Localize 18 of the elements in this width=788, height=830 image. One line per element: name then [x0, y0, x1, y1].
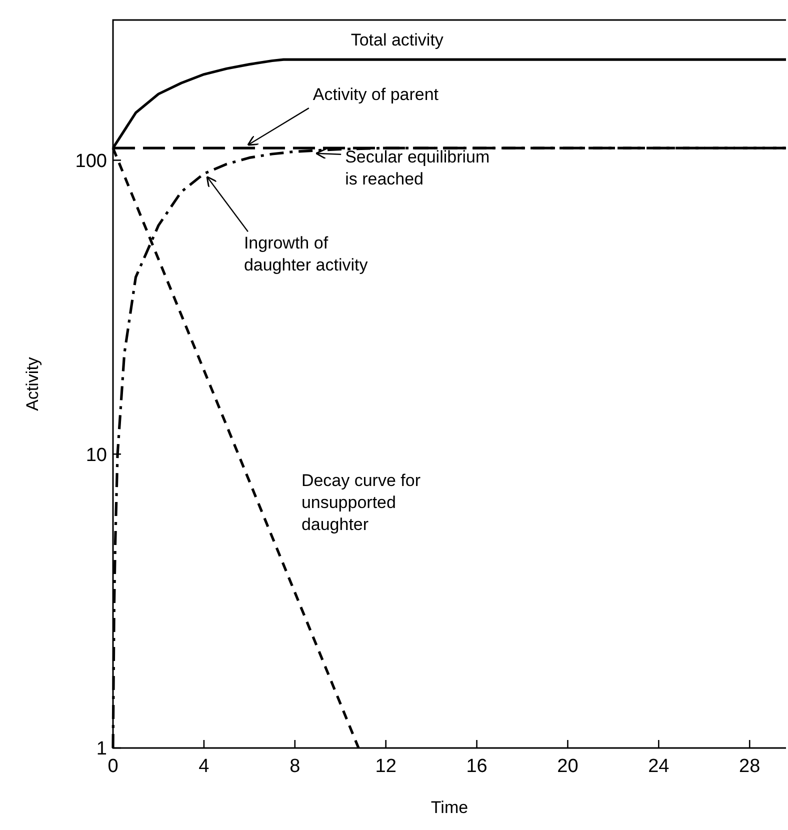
y-tick-label: 10	[86, 444, 107, 466]
y-tick-label: 1	[96, 738, 107, 760]
y-tick-label: 100	[75, 150, 107, 172]
x-tick-label: 24	[648, 756, 670, 777]
annotation: Total activity	[350, 30, 444, 50]
x-tick-label: 0	[108, 756, 118, 777]
annotation: Activity of parent	[312, 85, 439, 104]
x-axis-title: Time	[430, 798, 468, 817]
annotation: Secular equilibrium is reached	[345, 147, 490, 188]
x-tick-label: 16	[466, 756, 488, 777]
x-tick-label: 28	[739, 756, 760, 777]
x-tick-label: 12	[375, 756, 396, 777]
x-tick-label: 20	[557, 756, 578, 777]
annotation: Decay curve for unsupported daughter	[301, 470, 421, 534]
annotation: Ingrowth of daughter activity	[244, 234, 368, 275]
x-tick-label: 4	[198, 756, 210, 777]
x-tick-label: 8	[290, 756, 300, 777]
y-axis-title: Activity	[23, 356, 42, 411]
